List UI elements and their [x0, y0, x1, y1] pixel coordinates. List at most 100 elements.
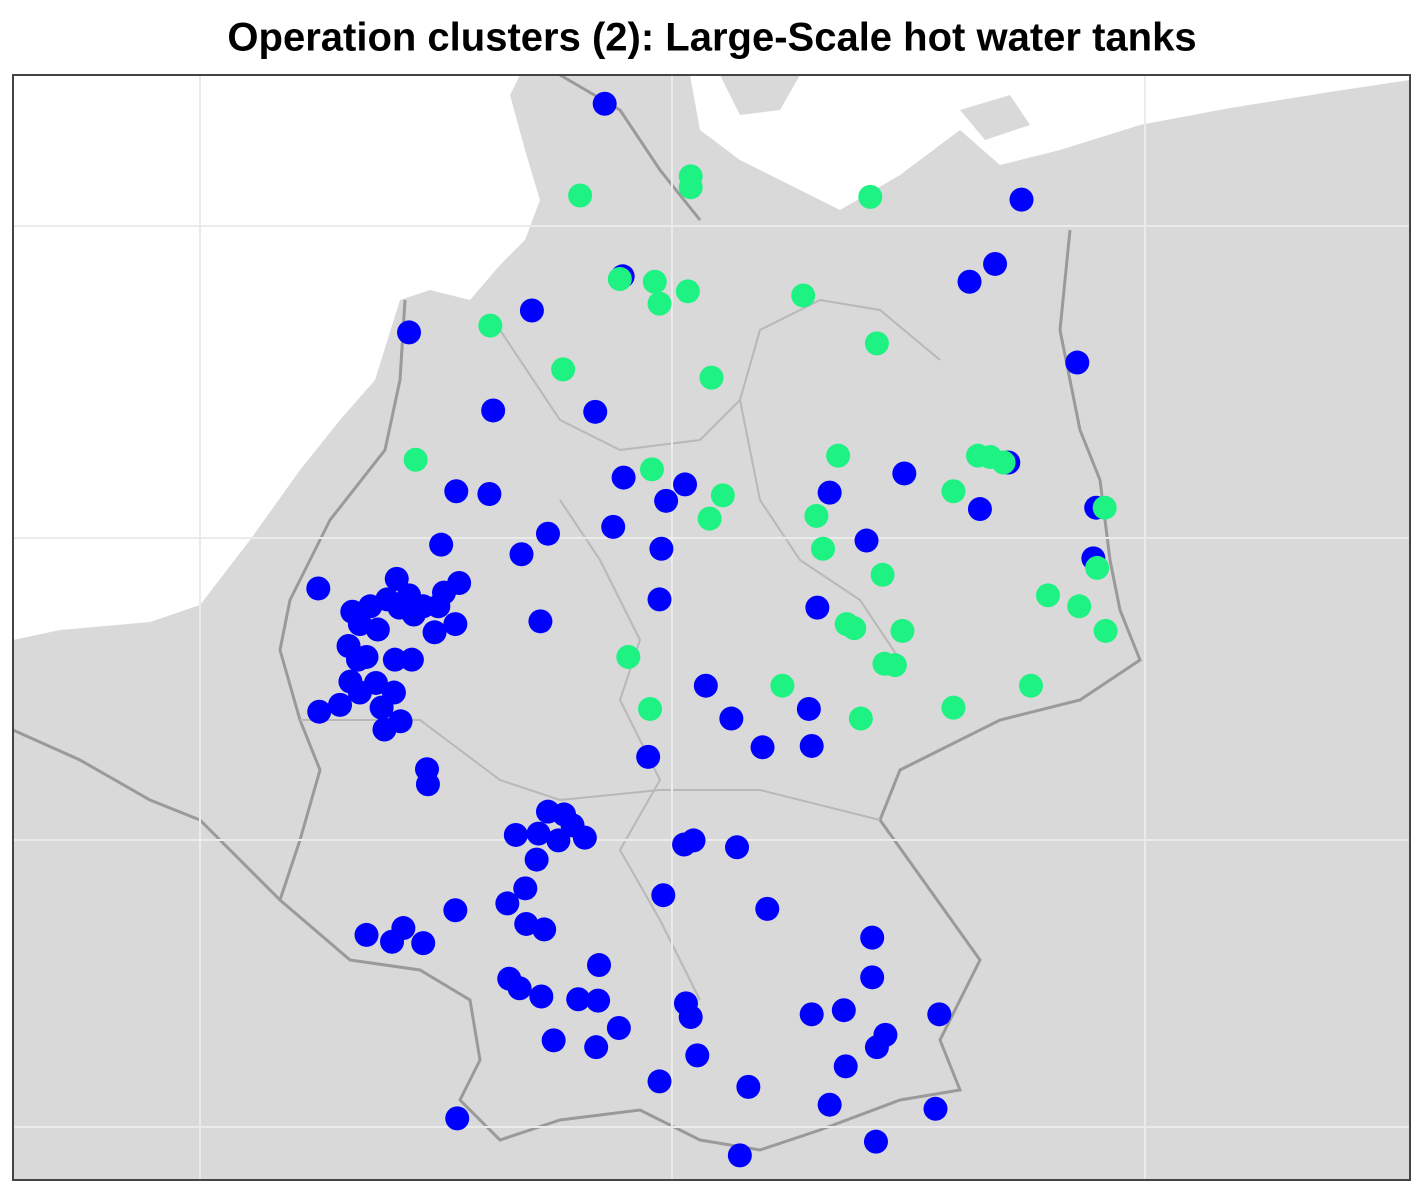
site-point: [1065, 350, 1090, 375]
site-point: [642, 269, 667, 294]
site-point: [477, 481, 502, 506]
site-point: [693, 673, 718, 698]
site-point: [566, 987, 591, 1012]
site-point: [736, 1074, 761, 1099]
site-point: [532, 917, 557, 942]
site-point: [860, 965, 885, 990]
site-point: [791, 283, 816, 308]
site-point: [864, 331, 889, 356]
site-point: [382, 647, 407, 672]
site-point: [725, 835, 750, 860]
site-point: [1092, 495, 1117, 520]
site-point: [551, 357, 576, 382]
site-point: [1035, 583, 1060, 608]
site-point: [675, 279, 700, 304]
site-point: [380, 929, 405, 954]
site-point: [882, 653, 907, 678]
site-point: [697, 506, 722, 531]
site-point: [685, 1043, 710, 1068]
land: [13, 75, 1410, 1180]
site-point: [592, 91, 617, 116]
site-point: [369, 695, 394, 720]
site-point: [372, 717, 397, 742]
site-point: [306, 576, 331, 601]
site-point: [347, 680, 372, 705]
site-point: [842, 616, 867, 641]
site-point: [524, 847, 549, 872]
site-point: [415, 772, 440, 797]
site-point: [611, 465, 636, 490]
site-point: [606, 1016, 631, 1041]
site-point: [503, 822, 528, 847]
site-point: [403, 447, 428, 472]
site-point: [328, 692, 353, 717]
site-point: [541, 1028, 566, 1053]
site-point: [411, 931, 436, 956]
site-point: [401, 602, 426, 627]
site-point: [429, 532, 454, 557]
site-point: [639, 457, 664, 482]
site-point: [1018, 673, 1043, 698]
site-point: [923, 1096, 948, 1121]
site-point: [826, 443, 851, 468]
site-point: [854, 528, 879, 553]
site-point: [307, 699, 332, 724]
site-point: [848, 706, 873, 731]
site-point: [345, 647, 370, 672]
site-point: [864, 1035, 889, 1060]
site-point: [967, 497, 992, 522]
site-point: [750, 735, 775, 760]
site-point: [673, 472, 698, 497]
site-point: [927, 1002, 952, 1027]
site-point: [481, 398, 506, 423]
site-point: [445, 1106, 470, 1131]
site-point: [422, 620, 447, 645]
site-point: [860, 925, 885, 950]
site-point: [546, 828, 571, 853]
site-point: [586, 988, 611, 1013]
site-point: [444, 479, 469, 504]
site-point: [649, 536, 674, 561]
map-frame: [12, 74, 1411, 1181]
site-point: [755, 896, 780, 921]
chart-title: Operation clusters (2): Large-Scale hot …: [227, 16, 1196, 60]
site-point: [870, 562, 895, 587]
site-point: [1085, 555, 1110, 580]
graticule: [13, 75, 1410, 1180]
site-point: [817, 1092, 842, 1117]
island: [960, 95, 1030, 140]
site-point: [1067, 594, 1092, 619]
site-point: [681, 828, 706, 853]
site-point: [804, 503, 829, 528]
site-point: [529, 984, 554, 1009]
site-point: [651, 883, 676, 908]
site-point: [1093, 618, 1118, 643]
site-point: [526, 821, 551, 846]
site-point: [796, 696, 821, 721]
site-point: [647, 1069, 672, 1094]
site-point: [831, 998, 856, 1023]
site-point: [957, 269, 982, 294]
site-point: [647, 291, 672, 316]
site-point: [770, 673, 795, 698]
site-point: [799, 733, 824, 758]
island: [720, 75, 800, 115]
site-point: [495, 891, 520, 916]
site-point: [399, 647, 424, 672]
site-point: [727, 1143, 752, 1168]
site-point: [1009, 187, 1034, 212]
site-point: [354, 922, 379, 947]
site-point: [941, 695, 966, 720]
site-point: [426, 594, 451, 619]
site-point: [805, 595, 830, 620]
site-point: [519, 298, 544, 323]
site-point: [654, 488, 679, 513]
site-point: [638, 696, 663, 721]
site-point: [443, 612, 468, 637]
state-borders: [300, 298, 941, 1001]
map-background: [12, 73, 1410, 1180]
site-point: [941, 479, 966, 504]
site-point: [858, 184, 883, 209]
site-point: [811, 536, 836, 561]
